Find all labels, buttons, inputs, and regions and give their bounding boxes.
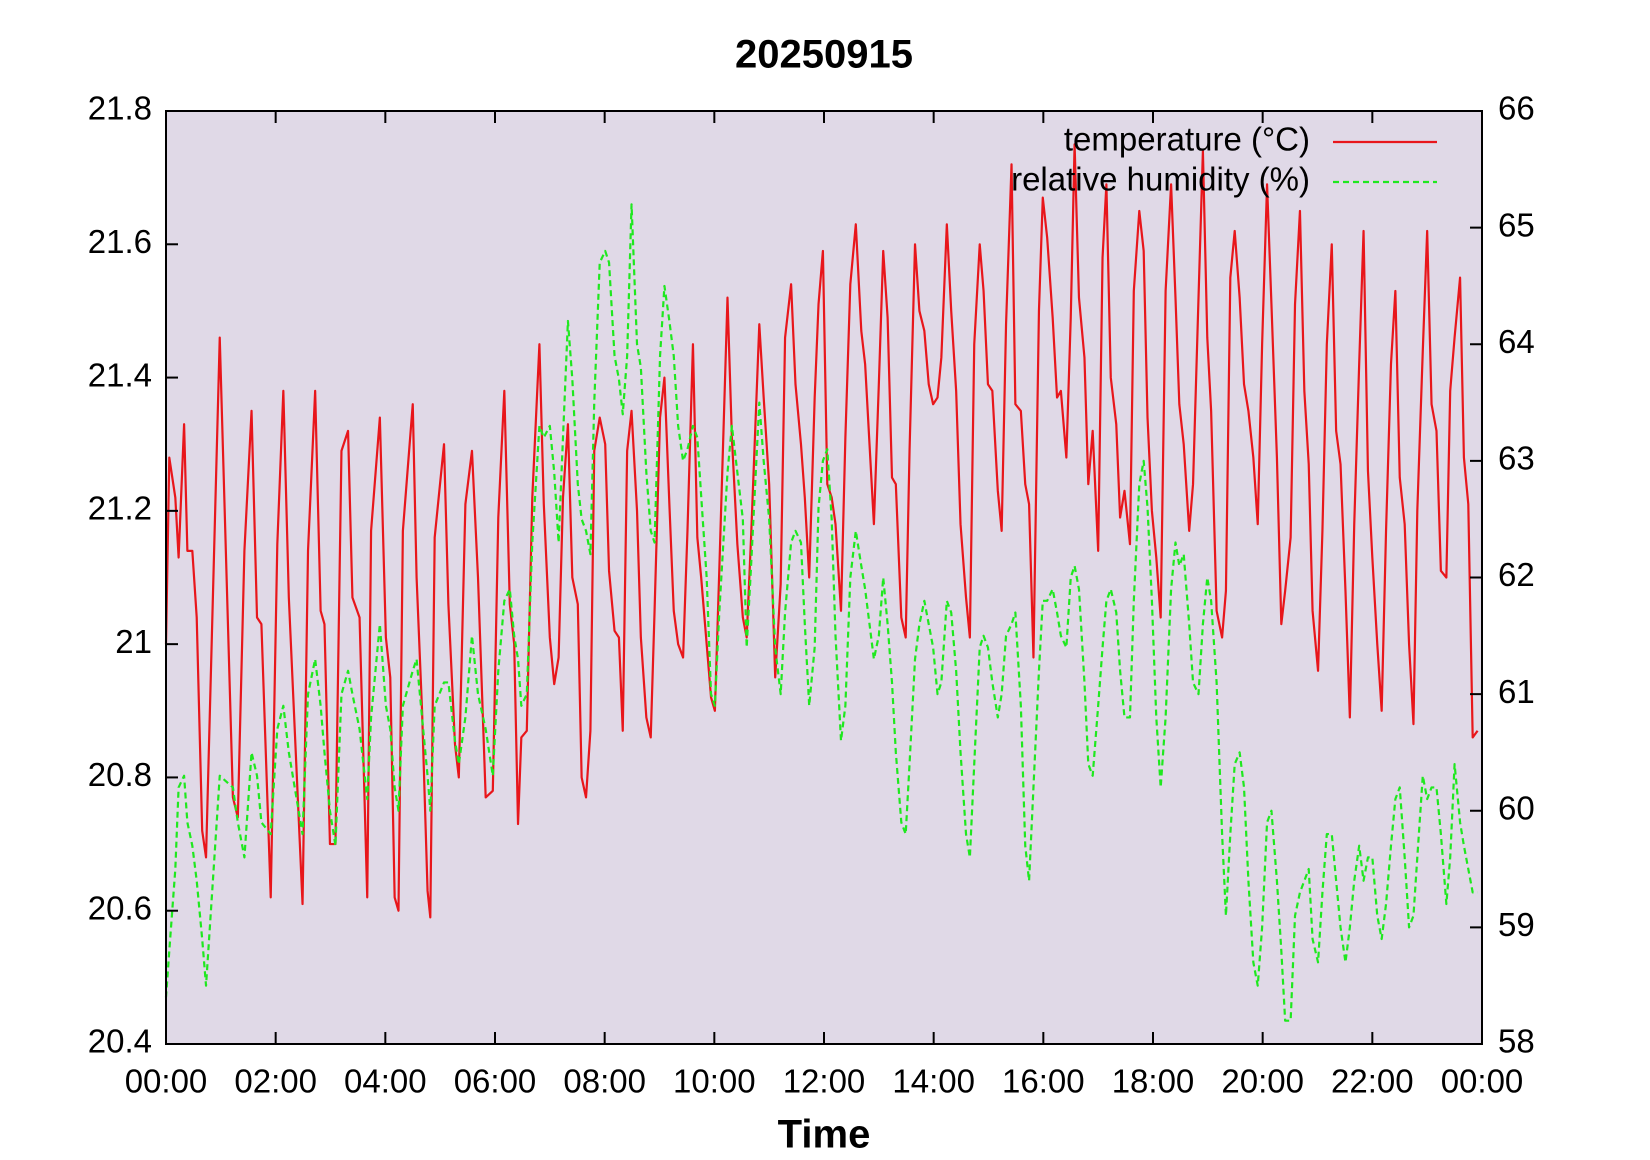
y2-tick-label: 64 xyxy=(1498,323,1535,360)
y-tick-label: 20.4 xyxy=(88,1023,152,1060)
x-tick-label: 00:00 xyxy=(125,1063,208,1100)
y-tick-label: 20.8 xyxy=(88,756,152,793)
x-axis-label: Time xyxy=(778,1113,871,1155)
y-tick-label: 21.4 xyxy=(88,356,152,393)
x-tick-label: 12:00 xyxy=(783,1063,866,1100)
y2-tick-label: 65 xyxy=(1498,206,1535,243)
y2-tick-label: 61 xyxy=(1498,673,1535,710)
y2-tick-label: 58 xyxy=(1498,1023,1535,1060)
legend-label: temperature (°C) xyxy=(1064,121,1310,158)
y-tick-label: 21.6 xyxy=(88,223,152,260)
x-tick-label: 00:00 xyxy=(1441,1063,1524,1100)
y2-tick-label: 59 xyxy=(1498,906,1535,943)
y2-tick-label: 60 xyxy=(1498,789,1535,826)
x-tick-label: 20:00 xyxy=(1221,1063,1304,1100)
series-line xyxy=(164,203,1478,1022)
y2-tick-label: 62 xyxy=(1498,556,1535,593)
y-tick-label: 21.8 xyxy=(88,90,152,127)
y-tick-label: 21.2 xyxy=(88,490,152,527)
legend-label: relative humidity (%) xyxy=(1011,161,1310,198)
x-tick-label: 14:00 xyxy=(892,1063,975,1100)
y-tick-label: 21 xyxy=(115,623,152,660)
x-tick-label: 08:00 xyxy=(563,1063,646,1100)
series-line xyxy=(164,143,1479,919)
x-tick-label: 22:00 xyxy=(1331,1063,1414,1100)
y2-tick-label: 63 xyxy=(1498,440,1535,477)
x-tick-label: 16:00 xyxy=(1002,1063,1085,1100)
y-tick-label: 20.6 xyxy=(88,889,152,926)
x-tick-label: 06:00 xyxy=(454,1063,537,1100)
x-tick-label: 04:00 xyxy=(344,1063,427,1100)
chart-title: 20250915 xyxy=(735,33,913,77)
x-tick-label: 10:00 xyxy=(673,1063,756,1100)
x-tick-label: 18:00 xyxy=(1112,1063,1195,1100)
x-tick-label: 02:00 xyxy=(234,1063,317,1100)
y2-tick-label: 66 xyxy=(1498,90,1535,127)
